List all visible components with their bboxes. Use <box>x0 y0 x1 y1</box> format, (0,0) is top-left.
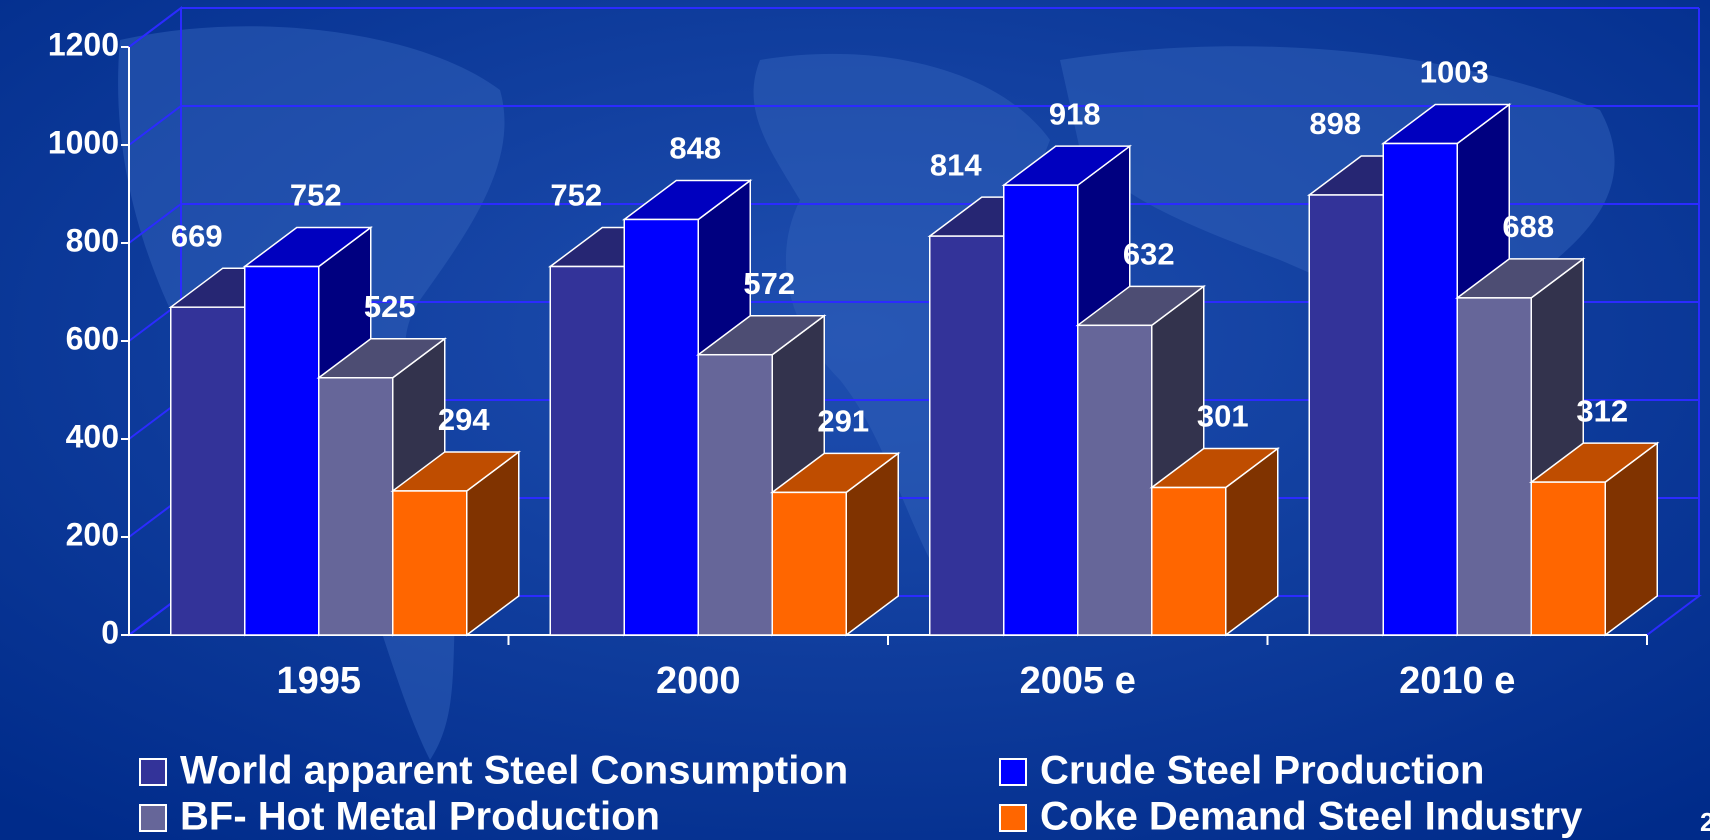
grid-line <box>128 105 1699 146</box>
data-label: 752 <box>290 178 342 213</box>
x-tick-label: 2010 e <box>1399 660 1515 702</box>
bar-front <box>697 353 773 636</box>
bar-front <box>1382 142 1458 636</box>
data-label: 814 <box>930 147 982 182</box>
y-tick-label: 1000 <box>48 124 119 160</box>
data-label: 848 <box>669 131 721 166</box>
data-label: 291 <box>817 404 869 439</box>
data-label: 525 <box>364 289 416 324</box>
legend-label: Coke Demand Steel Industry <box>1040 795 1583 839</box>
bar-front <box>1003 184 1079 636</box>
data-label: 688 <box>1502 209 1554 244</box>
legend-swatch <box>139 804 167 832</box>
legend-label: World apparent Steel Consumption <box>180 749 848 793</box>
bar-front <box>771 491 847 636</box>
x-tick-label: 2005 e <box>1020 660 1136 702</box>
grid-line <box>128 7 1699 48</box>
x-tick-label: 1995 <box>276 660 361 702</box>
bar-front <box>1077 324 1153 636</box>
y-tick-label: 1200 <box>48 26 119 62</box>
y-tick-label: 0 <box>101 614 119 650</box>
bar-front <box>1456 297 1532 636</box>
bar-front <box>1151 486 1227 636</box>
grid-line <box>128 203 1699 244</box>
legend-swatch <box>999 758 1027 786</box>
y-tick-label: 400 <box>66 418 119 454</box>
data-label: 898 <box>1309 106 1361 141</box>
data-label: 918 <box>1049 96 1101 131</box>
y-tick-label: 600 <box>66 320 119 356</box>
plot: 0 200 400 600 800 1000 1200 1995 669 752 525 294 200… <box>48 6 1702 839</box>
bar-front <box>170 306 246 636</box>
data-label: 312 <box>1576 393 1628 428</box>
data-label: 632 <box>1123 237 1175 272</box>
y-tick-label: 200 <box>66 516 119 552</box>
page-number: 2 <box>1700 807 1710 837</box>
bar-front <box>929 235 1005 636</box>
y-tick-label: 800 <box>66 222 119 258</box>
bar-front <box>318 377 394 636</box>
data-label: 752 <box>550 178 602 213</box>
bar <box>1529 441 1660 637</box>
data-label: 669 <box>171 218 223 253</box>
legend-swatch <box>999 804 1027 832</box>
data-label: 1003 <box>1420 55 1489 90</box>
legend-label: Crude Steel Production <box>1040 749 1485 793</box>
x-tick-label: 2000 <box>656 660 741 702</box>
bar-front <box>1308 194 1384 636</box>
bar-front <box>392 490 468 636</box>
bar <box>770 451 901 637</box>
data-label: 572 <box>743 266 795 301</box>
bar <box>390 450 521 637</box>
data-label: 294 <box>438 402 490 437</box>
bar-front <box>623 218 699 636</box>
bar-front <box>549 265 625 636</box>
data-label: 301 <box>1197 399 1249 434</box>
bar-front <box>244 265 320 636</box>
legend-swatch <box>139 758 167 786</box>
bar-front <box>1530 481 1606 636</box>
bar <box>1149 447 1280 637</box>
legend-label: BF- Hot Metal Production <box>180 795 660 839</box>
